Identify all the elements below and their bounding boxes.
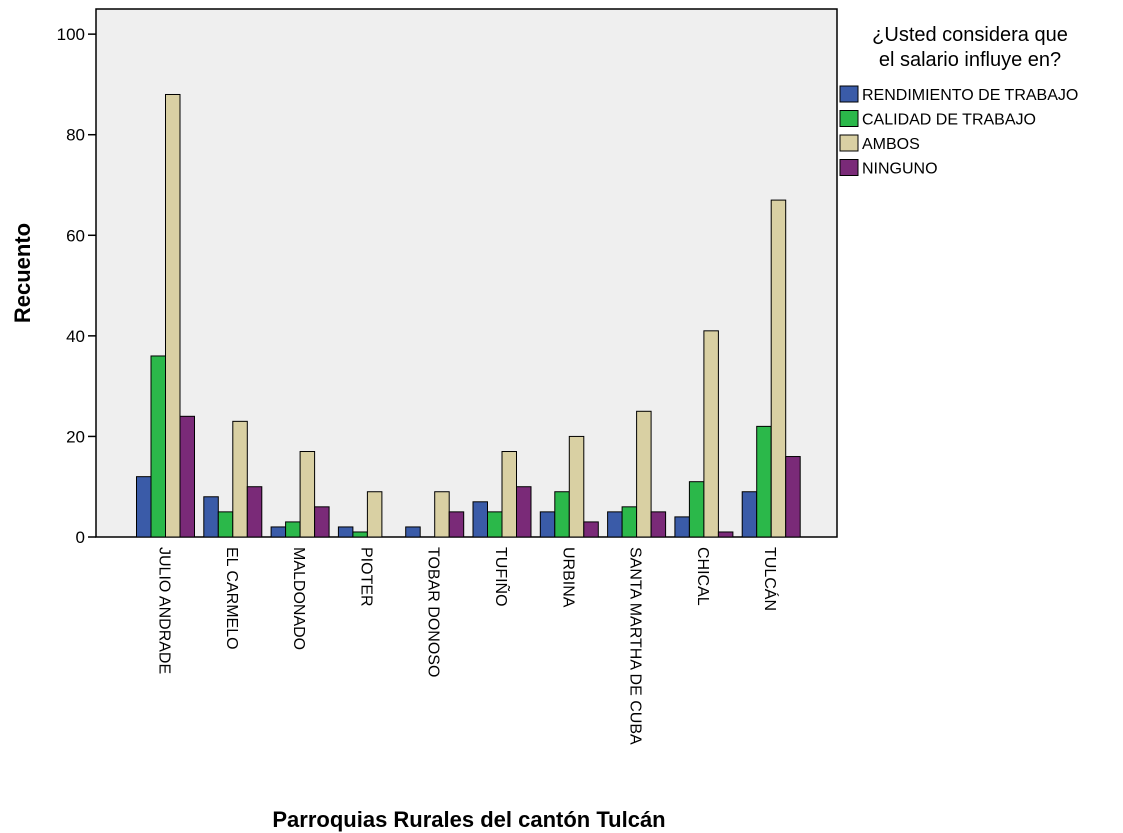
bar-8-0 [674,516,690,538]
bar-3-2 [366,491,383,538]
bar-0-3 [179,415,195,538]
bars-group [136,93,801,538]
legend-label: NINGUNO [862,161,938,178]
bar-1-2 [232,420,248,538]
bar-4-3 [448,511,465,538]
bar-0-2 [165,93,181,538]
x-tick-label: CHICAL [694,547,711,606]
bar-0-0 [136,476,152,538]
y-axis: 0 20 40 60 80 100 [57,25,96,547]
bar-5-0 [472,501,488,538]
bar-8-3 [717,531,734,538]
bar-4-2 [434,491,450,538]
legend-title-line: el salario influye en? [879,49,1061,71]
x-axis-title: Parroquias Rurales del cantón Tulcán [272,807,665,832]
bar-8-1 [688,481,705,538]
bar-4-0 [405,526,421,538]
y-tick-label: 100 [57,25,85,44]
bar-7-3 [650,511,667,538]
bar-9-1 [756,425,772,538]
y-tick-label: 80 [66,126,85,145]
bar-6-2 [568,435,585,538]
y-tick-label: 60 [66,226,85,245]
bar-8-2 [703,330,719,538]
legend-label: AMBOS [862,136,920,153]
bar-2-0 [270,526,287,538]
bar-5-3 [516,486,532,538]
bar-9-0 [741,491,758,538]
bar-5-1 [487,511,503,538]
bar-2-2 [299,451,316,538]
bar-6-0 [539,511,556,538]
bar-3-0 [337,526,354,538]
legend-label: CALIDAD DE TRABAJO [862,112,1036,129]
bar-7-0 [607,511,623,538]
bar-9-2 [770,199,787,538]
bar-2-3 [314,506,330,538]
x-tick-label: MALDONADO [290,547,307,650]
bar-6-1 [554,491,570,538]
bar-3-1 [352,531,368,538]
bar-0-1 [150,355,166,538]
legend-swatch [839,134,859,152]
legend: ¿Usted considera que el salario influye e… [839,24,1078,178]
legend-title-line: ¿Usted considera que [872,24,1068,46]
bar-2-1 [285,521,301,538]
legend-label: RENDIMIENTO DE TRABAJO [862,87,1078,104]
y-tick-label: 20 [66,427,85,446]
bar-5-2 [501,451,517,538]
legend-swatch [839,110,859,127]
x-tick-label: EL CARMELO [223,547,240,650]
bar-1-3 [246,486,263,538]
x-tick-label: PIOTER [357,547,374,607]
bar-9-3 [785,456,801,538]
bar-1-1 [217,511,234,538]
x-tick-label: JULIO ANDRADE [156,547,173,674]
legend-swatch [839,85,859,103]
y-tick-label: 40 [66,327,85,346]
x-tick-label: TUFIÑO [492,547,512,607]
legend-swatch [839,159,859,176]
x-tick-label: URBINA [559,547,576,608]
bar-7-2 [636,410,652,538]
bar-6-3 [583,521,599,538]
y-tick-label: 0 [76,528,85,547]
x-axis: JULIO ANDRADE EL CARMELO MALDONADO PIOTER TO… [156,547,781,745]
bar-7-1 [621,506,638,538]
plot-area [95,8,838,538]
x-tick-label: TOBAR DONOSO [425,547,442,677]
x-tick-label: TULCÁN [761,547,780,611]
x-tick-label: SANTA MARTHA DE CUBA [627,547,644,745]
y-axis-title: Recuento [10,223,35,323]
bar-1-0 [203,496,219,538]
